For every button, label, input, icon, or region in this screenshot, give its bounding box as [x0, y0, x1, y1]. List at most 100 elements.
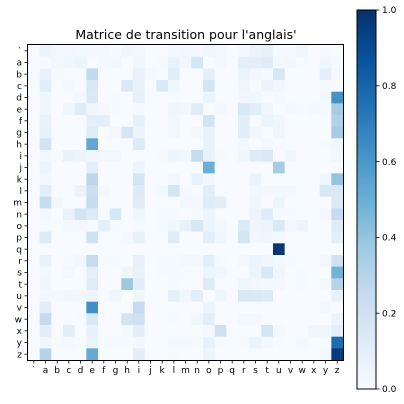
heatmap-cell	[273, 126, 285, 139]
heatmap-cell	[133, 161, 145, 174]
heatmap-cell	[249, 278, 262, 291]
heatmap-cell	[331, 208, 344, 221]
heatmap-cell	[261, 348, 274, 361]
heatmap-cell	[319, 126, 332, 139]
heatmap-cell	[144, 80, 157, 92]
heatmap-cell	[144, 231, 157, 244]
heatmap-cell	[74, 208, 87, 221]
heatmap-cell	[191, 313, 204, 326]
heatmap-cell	[203, 68, 215, 81]
heatmap-cell	[28, 91, 40, 104]
heatmap-cell	[63, 208, 75, 221]
x-tick-label: s	[253, 366, 258, 376]
heatmap-cell	[109, 196, 122, 209]
y-tick-label: p	[16, 234, 22, 244]
heatmap-cell	[284, 208, 297, 221]
heatmap-cell	[63, 115, 75, 127]
heatmap-cell	[214, 243, 227, 256]
heatmap-cell	[109, 185, 122, 197]
heatmap-cell	[261, 185, 274, 197]
heatmap-cell	[144, 336, 157, 349]
heatmap-cell	[74, 290, 87, 302]
heatmap-cell	[331, 56, 344, 69]
heatmap-cell	[273, 161, 285, 174]
heatmap-cell	[284, 301, 297, 314]
heatmap-cell	[296, 220, 309, 232]
colorbar-tick-label: 0.8	[382, 82, 397, 92]
heatmap-cell	[319, 185, 332, 197]
heatmap-cell	[98, 103, 110, 116]
heatmap-cell	[319, 301, 332, 314]
heatmap-cell	[203, 313, 215, 326]
heatmap-cell	[28, 266, 40, 279]
heatmap-cell	[109, 68, 122, 81]
heatmap-cell	[238, 115, 250, 127]
heatmap-cell	[144, 325, 157, 337]
heatmap-cell	[133, 325, 145, 337]
heatmap-cell	[296, 301, 309, 314]
heatmap-cell	[273, 68, 285, 81]
heatmap-cell	[296, 126, 309, 139]
x-tick-label: u	[276, 366, 282, 376]
y-tick-label: q	[16, 245, 22, 255]
heatmap-cell	[74, 45, 87, 57]
heatmap-cell	[133, 56, 145, 69]
heatmap-cell	[74, 126, 87, 139]
x-tick-label: q	[229, 366, 235, 376]
heatmap-cell	[226, 336, 239, 349]
heatmap-cell	[249, 68, 262, 81]
heatmap-cell	[98, 231, 110, 244]
heatmap-cell	[191, 103, 204, 116]
heatmap-cell	[238, 278, 250, 291]
heatmap-cell	[168, 243, 180, 256]
heatmap-cell	[249, 313, 262, 326]
heatmap-cell	[331, 115, 344, 127]
heatmap-cell	[63, 243, 75, 256]
heatmap-cell	[86, 103, 99, 116]
heatmap-cell	[226, 185, 239, 197]
heatmap-cell	[308, 80, 320, 92]
heatmap-cell	[28, 56, 40, 69]
heatmap-cell	[191, 196, 204, 209]
heatmap-cell	[238, 313, 250, 326]
heatmap-cell	[74, 243, 87, 256]
heatmap-cell	[308, 336, 320, 349]
y-tick-label: n	[16, 210, 22, 220]
heatmap-cell	[203, 45, 215, 57]
heatmap-cell	[51, 208, 64, 221]
heatmap-cell	[28, 138, 40, 151]
heatmap-cell	[133, 45, 145, 57]
y-tick-label: w	[15, 315, 22, 325]
heatmap-cell	[191, 348, 204, 361]
heatmap-cell	[121, 325, 134, 337]
heatmap-cell	[319, 255, 332, 267]
heatmap-cell	[214, 313, 227, 326]
heatmap-cell	[98, 115, 110, 127]
y-tick-label: g	[16, 129, 22, 139]
heatmap-cell	[214, 115, 227, 127]
heatmap-cell	[179, 266, 192, 279]
heatmap-cell	[296, 173, 309, 186]
heatmap-cell	[86, 56, 99, 69]
heatmap-cell	[308, 185, 320, 197]
heatmap-cell	[156, 313, 169, 326]
heatmap-cell	[51, 301, 64, 314]
heatmap-cell	[284, 126, 297, 139]
heatmap-cell	[308, 255, 320, 267]
heatmap-cell	[296, 325, 309, 337]
heatmap-cell	[261, 196, 274, 209]
heatmap-cell	[28, 185, 40, 197]
heatmap-cell	[28, 336, 40, 349]
heatmap-cell	[179, 290, 192, 302]
heatmap-cell	[144, 278, 157, 291]
x-axis: ` a b c d e f g h i j k l m n o p q r s t u v w x y z	[32, 360, 340, 376]
heatmap-cell	[133, 313, 145, 326]
heatmap-cell	[238, 196, 250, 209]
heatmap-cell	[98, 161, 110, 174]
heatmap-cell	[273, 185, 285, 197]
heatmap-cell	[296, 336, 309, 349]
heatmap-cell	[319, 220, 332, 232]
heatmap-cell	[133, 150, 145, 162]
heatmap-cell	[144, 313, 157, 326]
heatmap-cell	[273, 103, 285, 116]
